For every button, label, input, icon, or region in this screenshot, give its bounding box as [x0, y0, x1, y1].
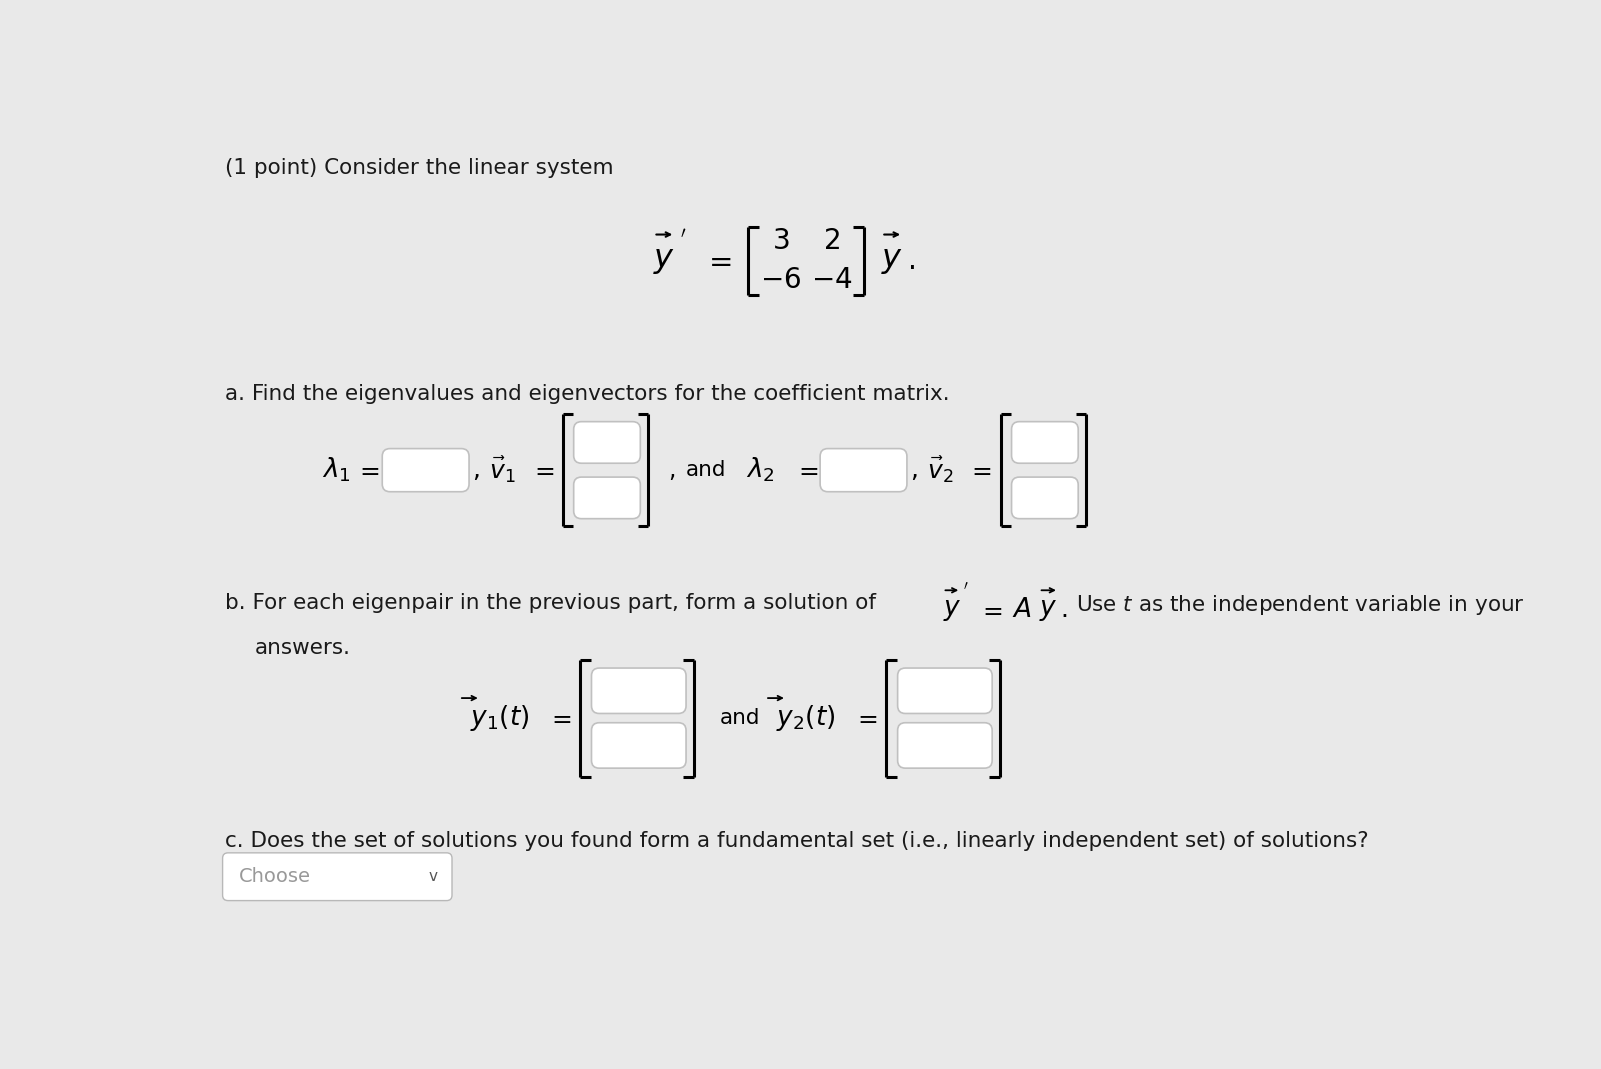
Text: Use $t$ as the independent variable in your: Use $t$ as the independent variable in y… [1076, 593, 1524, 618]
Text: and: and [685, 460, 725, 480]
Text: b. For each eigenpair in the previous part, form a solution of: b. For each eigenpair in the previous pa… [224, 593, 876, 614]
Text: $\mathit{y}_2(t)$: $\mathit{y}_2(t)$ [776, 703, 836, 733]
Text: $=$: $=$ [355, 459, 381, 482]
Text: a. Find the eigenvalues and eigenvectors for the coefficient matrix.: a. Find the eigenvalues and eigenvectors… [224, 384, 949, 404]
Text: $\mathit{y}$: $\mathit{y}$ [943, 598, 961, 623]
Text: c. Does the set of solutions you found form a fundamental set (i.e., linearly in: c. Does the set of solutions you found f… [224, 831, 1369, 851]
Text: (1 point) Consider the linear system: (1 point) Consider the linear system [224, 157, 613, 177]
Text: answers.: answers. [255, 638, 351, 659]
Text: $,$: $,$ [668, 459, 676, 482]
Text: $-6$: $-6$ [760, 266, 800, 294]
Text: $\vec{v}_2$: $\vec{v}_2$ [927, 455, 954, 485]
Text: $\mathbf{\it{y}}$: $\mathbf{\it{y}}$ [881, 245, 903, 276]
Text: $\mathit{y}$: $\mathit{y}$ [1039, 598, 1058, 623]
Text: $=$: $=$ [978, 599, 1004, 622]
Text: $=$: $=$ [794, 459, 818, 482]
Text: $.$: $.$ [906, 247, 914, 275]
FancyBboxPatch shape [383, 449, 469, 492]
Text: and: and [719, 708, 760, 728]
Text: v: v [427, 869, 437, 884]
FancyBboxPatch shape [1012, 421, 1077, 463]
Text: $,$: $,$ [909, 459, 917, 482]
Text: $\mathbf{\it{y}}$: $\mathbf{\it{y}}$ [653, 245, 676, 276]
FancyBboxPatch shape [573, 477, 640, 518]
Text: $\mathit{y}_1(t)$: $\mathit{y}_1(t)$ [469, 703, 530, 733]
Text: $\lambda_2$: $\lambda_2$ [746, 455, 775, 484]
Text: $=$: $=$ [530, 459, 554, 482]
Text: $'$: $'$ [962, 580, 969, 600]
FancyBboxPatch shape [573, 421, 640, 463]
FancyBboxPatch shape [820, 449, 906, 492]
Text: $'$: $'$ [680, 227, 687, 251]
FancyBboxPatch shape [591, 723, 687, 769]
Text: $2$: $2$ [823, 228, 841, 255]
FancyBboxPatch shape [1012, 477, 1077, 518]
Text: Choose: Choose [239, 867, 311, 886]
FancyBboxPatch shape [898, 668, 993, 713]
Text: $,$: $,$ [472, 459, 480, 482]
Text: $.$: $.$ [1060, 599, 1068, 622]
Text: $\vec{v}_1$: $\vec{v}_1$ [490, 455, 516, 485]
Text: $=$: $=$ [703, 247, 732, 275]
FancyBboxPatch shape [591, 668, 687, 713]
Text: $-4$: $-4$ [812, 266, 852, 294]
Text: $3$: $3$ [772, 228, 789, 255]
Text: $=$: $=$ [853, 707, 879, 730]
FancyBboxPatch shape [898, 723, 993, 769]
FancyBboxPatch shape [223, 853, 451, 900]
Text: $=$: $=$ [548, 707, 573, 730]
Text: $=$: $=$ [967, 459, 993, 482]
Text: $\lambda_1$: $\lambda_1$ [322, 455, 351, 484]
Text: $A$: $A$ [1012, 598, 1031, 623]
